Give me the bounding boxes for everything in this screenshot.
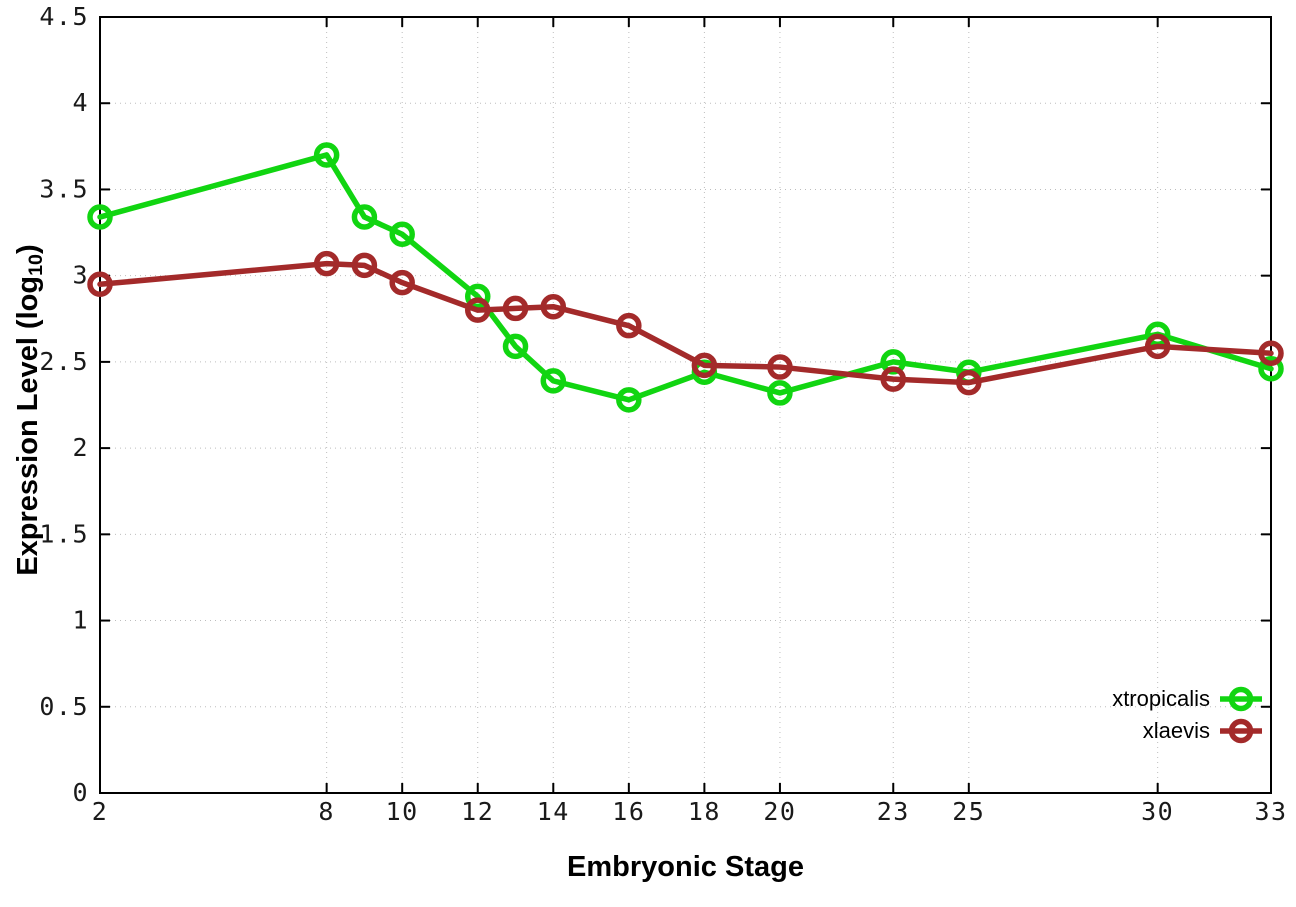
data-point-xtropicalis xyxy=(616,387,642,413)
data-point-xlaevis xyxy=(389,269,415,296)
data-point-xtropicalis xyxy=(389,221,415,248)
data-point-xtropicalis xyxy=(351,204,378,230)
x-tick-label: 25 xyxy=(952,797,985,826)
data-point-xlaevis xyxy=(956,369,982,396)
y-tick-label: 2.5 xyxy=(39,347,89,376)
x-tick-label: 33 xyxy=(1254,797,1287,826)
data-point-xlaevis xyxy=(616,312,642,339)
y-tick-label: 1.5 xyxy=(39,519,89,548)
y-tick-label: 2 xyxy=(72,433,89,462)
legend-label-xtropicalis: xtropicalis xyxy=(1112,686,1210,711)
x-tick-label: 8 xyxy=(318,797,335,826)
data-point-xtropicalis xyxy=(464,283,491,310)
x-tick-label: 23 xyxy=(877,797,910,826)
data-point-xlaevis xyxy=(313,250,340,277)
x-axis-title: Embryonic Stage xyxy=(567,851,804,883)
x-tick-label: 14 xyxy=(537,797,570,826)
data-point-xlaevis xyxy=(87,271,113,298)
data-point-xlaevis xyxy=(464,297,491,323)
y-axis-title: Expression Level (log10) xyxy=(12,244,48,575)
data-point-xtropicalis xyxy=(767,380,793,406)
x-tick-label: 20 xyxy=(763,797,796,826)
data-point-xtropicalis xyxy=(87,204,113,230)
data-point-xlaevis xyxy=(691,352,718,379)
series-line-xtropicalis xyxy=(97,152,1274,403)
legend-row-xtropicalis: xtropicalis xyxy=(1112,685,1263,713)
data-point-xlaevis xyxy=(540,293,567,320)
data-point-xtropicalis xyxy=(880,349,907,375)
y-tick-label: 0.5 xyxy=(39,692,89,721)
plot-border xyxy=(99,16,1272,794)
y-tick-label: 4.5 xyxy=(39,2,89,31)
y-tick-label: 3 xyxy=(72,261,89,290)
y-axis-title-suffix: ) xyxy=(12,244,45,254)
data-point-xtropicalis xyxy=(313,142,340,168)
legend-sample-xlaevis xyxy=(1220,718,1262,744)
data-point-xtropicalis xyxy=(1258,356,1284,382)
data-point-xtropicalis xyxy=(502,333,529,360)
x-tick-label: 12 xyxy=(461,797,494,826)
y-tick-label: 4 xyxy=(72,88,89,117)
x-tick-label: 10 xyxy=(386,797,419,826)
data-point-xlaevis xyxy=(502,295,529,322)
data-point-xlaevis xyxy=(1144,333,1171,360)
y-tick-label: 0 xyxy=(72,778,89,807)
data-point-xtropicalis xyxy=(540,368,567,394)
legend: xtropicalis xlaevis xyxy=(1112,685,1263,745)
legend-row-xlaevis: xlaevis xyxy=(1112,717,1263,745)
x-tick-label: 16 xyxy=(612,797,645,826)
series-line-xlaevis xyxy=(97,260,1274,386)
y-axis-title-subscript: 10 xyxy=(24,253,47,276)
legend-marker-xlaevis xyxy=(1228,718,1254,744)
data-point-xlaevis xyxy=(1258,340,1284,367)
legend-sample-xtropicalis xyxy=(1220,686,1262,712)
x-tick-label: 2 xyxy=(92,797,109,826)
legend-label-xlaevis: xlaevis xyxy=(1142,718,1210,743)
y-tick-label: 1 xyxy=(72,606,89,635)
data-point-xlaevis xyxy=(880,366,907,392)
data-point-xlaevis xyxy=(351,252,378,279)
legend-marker-xtropicalis xyxy=(1228,686,1254,712)
y-tick-label: 3.5 xyxy=(39,174,89,203)
data-point-xlaevis xyxy=(767,354,793,380)
y-axis-title-text: Expression Level (log xyxy=(12,275,45,576)
x-tick-label: 18 xyxy=(688,797,721,826)
x-tick-label: 30 xyxy=(1141,797,1174,826)
